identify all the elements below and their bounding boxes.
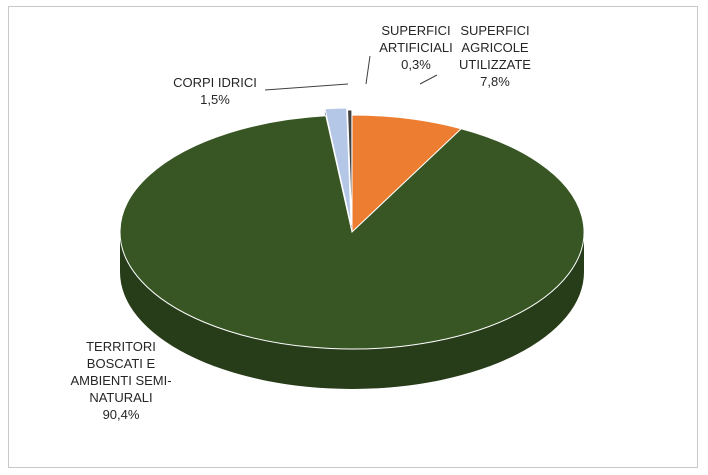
label-superfici-artificiali: SUPERFICI ARTIFICIALI 0,3% xyxy=(379,23,453,72)
label-superfici-agricole: SUPERFICI AGRICOLE UTILIZZATE 7,8% xyxy=(459,23,531,89)
label-corpi-idrici: CORPI IDRICI 1,5% xyxy=(173,75,257,107)
slice-corpi-idrici xyxy=(324,107,352,226)
label-territori-boscati: TERRITORI BOSCATI E AMBIENTI SEMI- NATUR… xyxy=(70,339,172,422)
leader-line-1 xyxy=(365,55,371,85)
pie-top-layer xyxy=(119,107,585,350)
leader-line-0 xyxy=(264,83,349,91)
slice-superfici-artificiali xyxy=(347,109,353,227)
slice-side-territori-boscati-e-ambienti-semi-naturali xyxy=(120,232,584,389)
leader-line-2 xyxy=(419,74,438,85)
slice-superfici-agricole-utilizzate xyxy=(351,114,463,234)
slice-territori-boscati-e-ambienti-semi-naturali xyxy=(119,115,585,350)
